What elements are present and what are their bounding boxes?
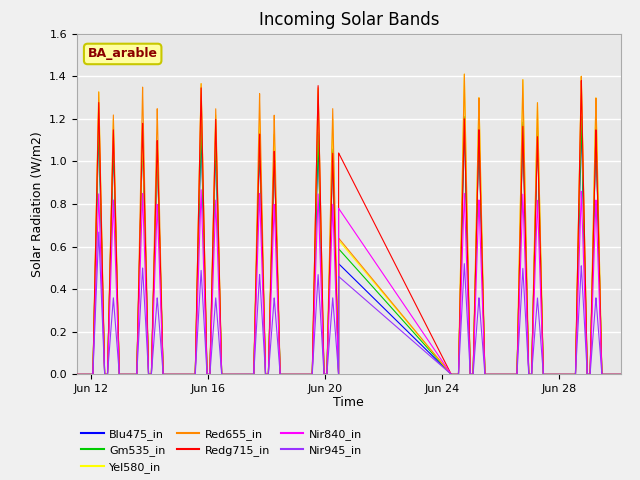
Legend: Blu475_in, Gm535_in, Yel580_in, Red655_in, Redg715_in, Nir840_in, Nir945_in: Blu475_in, Gm535_in, Yel580_in, Red655_i… <box>77 424 366 477</box>
X-axis label: Time: Time <box>333 396 364 408</box>
Title: Incoming Solar Bands: Incoming Solar Bands <box>259 11 439 29</box>
Text: BA_arable: BA_arable <box>88 48 157 60</box>
Y-axis label: Solar Radiation (W/m2): Solar Radiation (W/m2) <box>31 131 44 277</box>
